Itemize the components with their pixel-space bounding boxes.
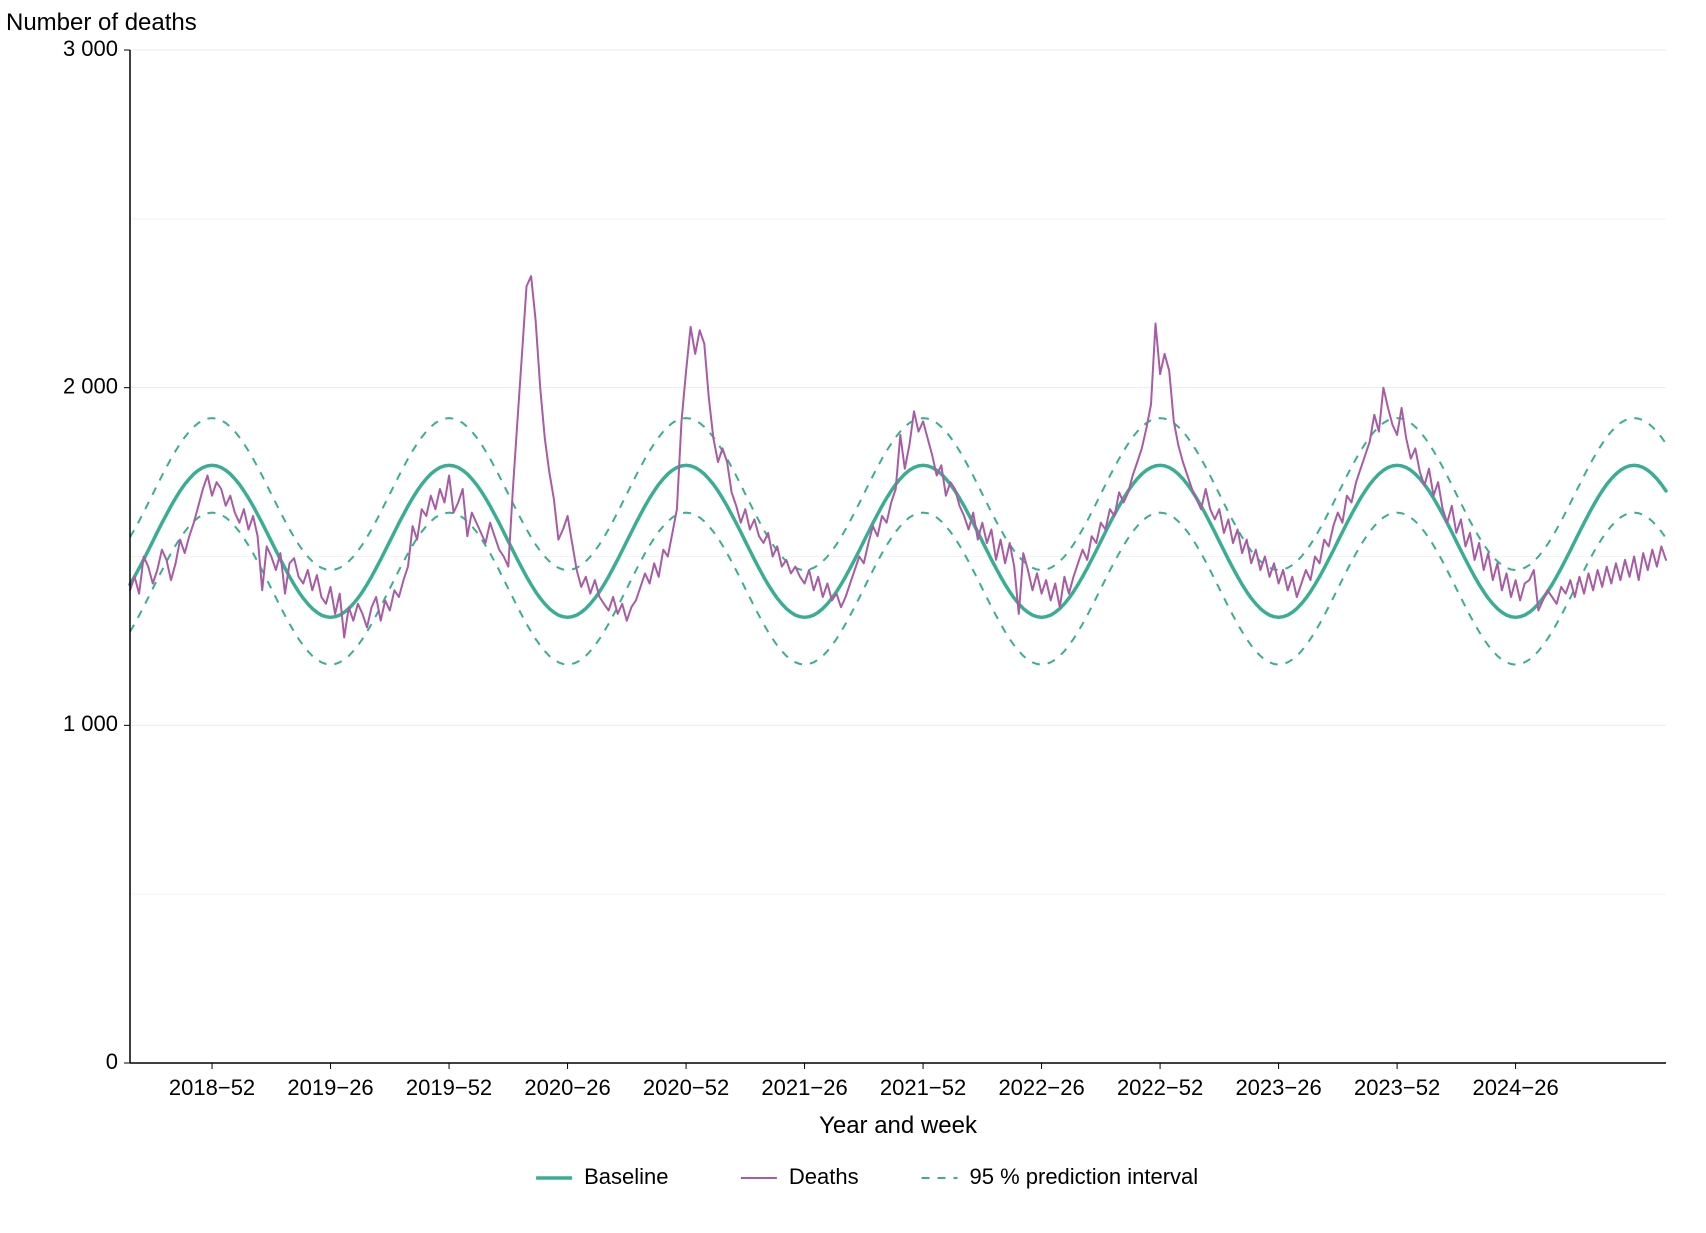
x-tick-label: 2020−52 [643,1075,729,1100]
x-tick-label: 2023−26 [1235,1075,1321,1100]
y-tick-label: 0 [106,1049,118,1074]
x-tick-label: 2022−26 [998,1075,1084,1100]
mortality-chart: 0 1 000 2 000 3 000Number of deaths 2018−52 2… [0,0,1706,1233]
y-tick-label: 3 000 [63,36,118,61]
legend-label-pi: 95 % prediction interval [970,1164,1199,1189]
y-tick-label: 2 000 [63,373,118,398]
x-tick-label: 2024−26 [1472,1075,1558,1100]
x-tick-label: 2022−52 [1117,1075,1203,1100]
legend-label-baseline: Baseline [584,1164,668,1189]
x-tick-label: 2021−26 [761,1075,847,1100]
x-tick-label: 2021−52 [880,1075,966,1100]
chart-svg: 0 1 000 2 000 3 000Number of deaths 2018−52 2… [0,0,1706,1233]
x-tick-label: 2019−26 [287,1075,373,1100]
y-tick-label: 1 000 [63,711,118,736]
x-tick-label: 2023−52 [1354,1075,1440,1100]
x-axis-title: Year and week [819,1112,978,1139]
x-tick-label: 2019−52 [406,1075,492,1100]
legend-label-deaths: Deaths [789,1164,859,1189]
y-axis-title: Number of deaths [6,9,197,36]
x-tick-label: 2018−52 [169,1075,255,1100]
x-tick-label: 2020−26 [524,1075,610,1100]
